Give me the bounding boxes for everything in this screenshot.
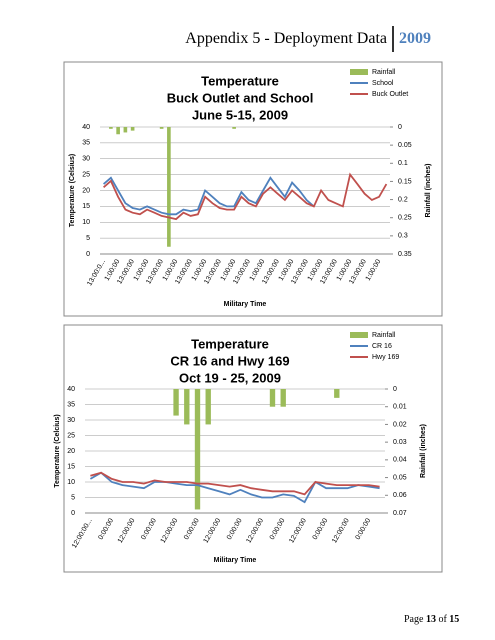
y2-tick-label: 0.15 [398, 178, 412, 185]
series-line [103, 172, 388, 221]
y2-tick-label: 0.25 [398, 215, 412, 222]
y2-tick-label: 0.05 [393, 474, 407, 481]
x-axis-label: Military Time [224, 301, 267, 308]
series-line [103, 176, 315, 216]
y2-tick-label: 0.04 [393, 457, 407, 464]
chart-title: Temperature [191, 336, 269, 351]
x-axis-label: Military Time [214, 557, 257, 564]
legend-label: CR 16 [372, 343, 392, 350]
legend-label: Hwy 169 [372, 354, 399, 361]
y-tick-label: 10 [82, 219, 90, 226]
header-title: Appendix 5 - Deployment Data [185, 30, 387, 47]
y2-tick-label: 0.1 [398, 160, 408, 167]
y-tick-label: 20 [67, 448, 75, 455]
series-line [90, 471, 380, 496]
header-year: 2009 [399, 30, 431, 47]
y-tick-label: 25 [82, 171, 90, 178]
chart-title: June 5-15, 2009 [192, 107, 288, 122]
legend-label: School [372, 80, 394, 87]
charts: Temperature Buck Outlet and School June 5-… [54, 61, 443, 573]
rain-bar [269, 389, 276, 407]
rain-bar [159, 127, 164, 129]
y-tick-label: 15 [82, 203, 90, 210]
page-total: 15 [449, 614, 460, 625]
y2-tick-label: 0.06 [393, 492, 407, 499]
chart-title: Oct 19 - 25, 2009 [179, 370, 281, 385]
y-axis-label: Temperature (Celcius) [54, 414, 61, 487]
rain-bar [280, 389, 286, 407]
y2-tick-label: 0.01 [393, 404, 407, 411]
y-tick-label: 25 [67, 432, 75, 439]
y2-tick-label: 0.07 [393, 510, 407, 517]
rain-bar [334, 389, 340, 398]
rain-bar [130, 127, 135, 131]
legend-swatch [350, 69, 368, 75]
y2-tick-label: 0.02 [393, 421, 407, 428]
chart-frame [63, 324, 443, 573]
y-tick-label: 30 [67, 417, 75, 424]
rain-bar [194, 389, 201, 510]
legend-swatch [350, 332, 368, 338]
chart-title: Buck Outlet and School [167, 90, 314, 105]
y-tick-label: 5 [86, 235, 90, 242]
y2-tick-label: 0.2 [398, 196, 408, 203]
y-tick-label: 35 [82, 140, 90, 147]
y-tick-label: 40 [82, 124, 90, 131]
footer: Page 13 of 15 [404, 614, 459, 625]
y-tick-label: 0 [71, 510, 75, 517]
legend-label: Rainfall [372, 69, 396, 76]
chart-title: Temperature [201, 73, 279, 88]
y-tick-label: 40 [67, 386, 75, 393]
y2-tick-label: 0 [393, 386, 397, 393]
y-tick-label: 30 [82, 156, 90, 163]
chart-frame [63, 61, 443, 317]
page-of: of [438, 614, 447, 625]
rain-bar [109, 127, 113, 129]
y-tick-label: 15 [67, 463, 75, 470]
y2-tick-label: 0 [398, 124, 402, 131]
page-word: Page [404, 614, 424, 625]
y-tick-label: 20 [82, 187, 90, 194]
rain-bar [116, 127, 120, 135]
y-tick-label: 35 [67, 401, 75, 408]
y2-axis-label: Rainfall (inches) [420, 424, 427, 478]
chart-title: CR 16 and Hwy 169 [170, 353, 289, 368]
y-tick-label: 10 [67, 479, 75, 486]
rain-bar [184, 389, 190, 425]
series-line [89, 471, 380, 504]
y-axis-label: Temperature (Celsius) [69, 154, 76, 227]
page-current: 13 [425, 614, 436, 625]
rain-bar [173, 389, 179, 416]
y2-tick-label: 0.05 [398, 142, 412, 149]
y2-tick-label: 0.35 [398, 251, 412, 258]
header-divider [392, 26, 394, 52]
legend-label: Rainfall [372, 332, 396, 339]
rain-bar [123, 127, 128, 133]
y-tick-label: 0 [86, 251, 90, 258]
y2-tick-label: 0.03 [393, 439, 407, 446]
rain-bar [232, 127, 236, 129]
legend-label: Buck Outlet [372, 91, 408, 98]
y-tick-label: 5 [71, 494, 75, 501]
rain-bar [205, 389, 211, 425]
rain-bar [167, 127, 171, 247]
y2-axis-label: Rainfall (inches) [425, 163, 432, 217]
y2-tick-label: 0.3 [398, 233, 408, 240]
